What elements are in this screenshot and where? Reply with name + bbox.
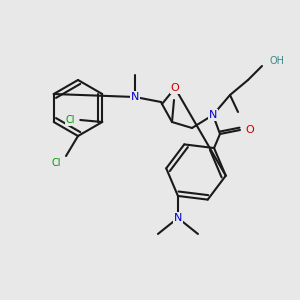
Text: OH: OH [269, 56, 284, 66]
Text: O: O [171, 83, 179, 93]
Text: N: N [209, 110, 217, 120]
Text: Cl: Cl [51, 158, 61, 168]
Text: N: N [174, 213, 182, 223]
Text: N: N [131, 92, 139, 102]
Text: O: O [246, 125, 254, 135]
Text: Cl: Cl [65, 115, 75, 125]
